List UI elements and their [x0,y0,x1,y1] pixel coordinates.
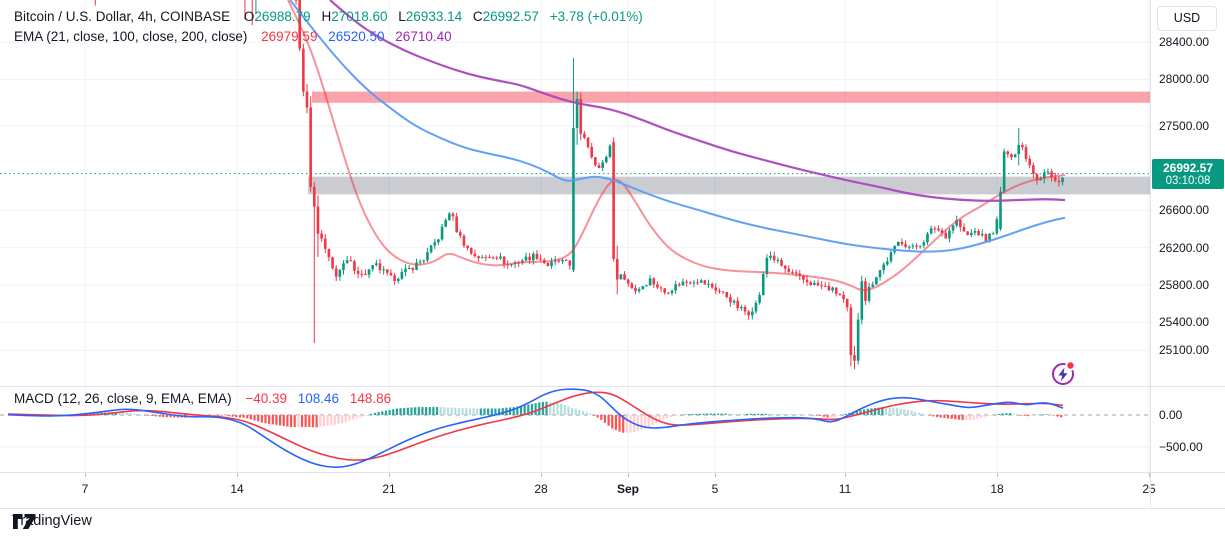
resistance-zone [312,91,1150,103]
time-tick-label: 5 [711,482,719,496]
price-change: +3.78 (+0.01%) [549,9,643,24]
price-tick-label: 25400.00 [1159,315,1210,330]
price-scale-axis[interactable]: USD 26992.57 03:10:08 28400.00 28000.00 27… [1150,0,1225,507]
time-tick-label: 11 [838,482,852,496]
macd-signal-line [7,391,1064,461]
time-tick-mark [85,473,86,477]
candlestick-series[interactable] [87,0,1064,370]
time-tick-label: 18 [990,482,1004,496]
macd-tick-label: 0.00 [1159,408,1183,422]
macd-main-line [7,388,1064,468]
price-tick-label: 28000.00 [1159,72,1210,87]
time-tick-mark [628,473,629,477]
macd-signal-value: 148.86 [349,391,392,406]
price-tick-label: 28400.00 [1159,35,1210,50]
macd-legend-row[interactable]: MACD (12, 26, close, 9, EMA, EMA) −40.39… [14,391,398,406]
time-tick-mark [389,473,390,477]
price-tick-label: 27500.00 [1159,119,1210,134]
price-tick-label: 26600.00 [1159,203,1210,218]
ema-legend-row[interactable]: EMA (21, close, 100, close, 200, close) … [14,29,459,44]
support-zone [308,176,1150,195]
time-tick-mark [997,473,998,477]
ohlc-open: O26988.79 [243,9,311,24]
time-tick-label: 28 [534,482,548,496]
price-tick-label: 25100.00 [1159,343,1210,358]
ohlc-low: L26933.14 [398,9,463,24]
last-price-value: 26992.57 [1162,160,1214,175]
macd-histogram-value: −40.39 [245,391,287,406]
ohlc-close: C26992.57 [472,9,539,24]
currency-button[interactable]: USD [1157,6,1217,31]
symbol-title[interactable]: Bitcoin / U.S. Dollar, 4h, COINBASE [14,9,231,24]
ema-200-value: 26710.40 [395,29,452,44]
time-tick-label: 25 [1142,482,1156,496]
time-tick-label: 14 [230,482,244,496]
macd-line-value: 108.46 [297,391,340,406]
ema-21-value: 26979.59 [261,29,318,44]
bar-countdown: 03:10:08 [1165,174,1211,187]
macd-indicator-title[interactable]: MACD (12, 26, close, 9, EMA, EMA) [14,391,232,406]
price-zones[interactable] [308,91,1150,195]
macd-tick-label: −500.00 [1159,440,1203,454]
ema-100-value: 26520.50 [328,29,385,44]
ema-100-line[interactable] [289,0,1066,253]
time-tick-label: 21 [382,482,396,496]
pane-separator[interactable] [0,386,1225,387]
notification-dot [1067,362,1074,369]
time-tick-mark [1149,473,1150,477]
time-tick-mark [845,473,846,477]
ohlc-high: H27018.60 [321,9,388,24]
tradingview-logo-icon [13,513,36,529]
time-tick-mark [715,473,716,477]
ema-indicator-title[interactable]: EMA (21, close, 100, close, 200, close) [14,29,248,44]
price-tick-label: 25800.00 [1159,278,1210,293]
macd-indicator-pane[interactable] [0,387,1150,472]
price-tick-label: 26200.00 [1159,240,1210,255]
ema-21-line[interactable] [287,0,1066,292]
time-tick-label: Sep [616,482,640,496]
ema-200-line[interactable] [329,0,1066,202]
macd-histogram [8,401,1063,433]
tradingview-logo[interactable]: TradingView [12,513,92,529]
time-tick-mark [237,473,238,477]
lightning-bolt-icon [1058,367,1068,382]
last-price-label: 26992.57 03:10:08 [1152,158,1224,189]
time-scale-axis[interactable]: 7 14 21 28 Sep 5 11 18 25 [0,472,1225,509]
time-tick-mark [541,473,542,477]
flash-events-button[interactable] [1046,356,1080,390]
symbol-legend-row: Bitcoin / U.S. Dollar, 4h, COINBASE O269… [14,9,650,24]
flash-ring-icon [1052,363,1074,385]
price-chart-pane[interactable] [0,0,1150,387]
time-tick-label: 7 [81,482,89,496]
